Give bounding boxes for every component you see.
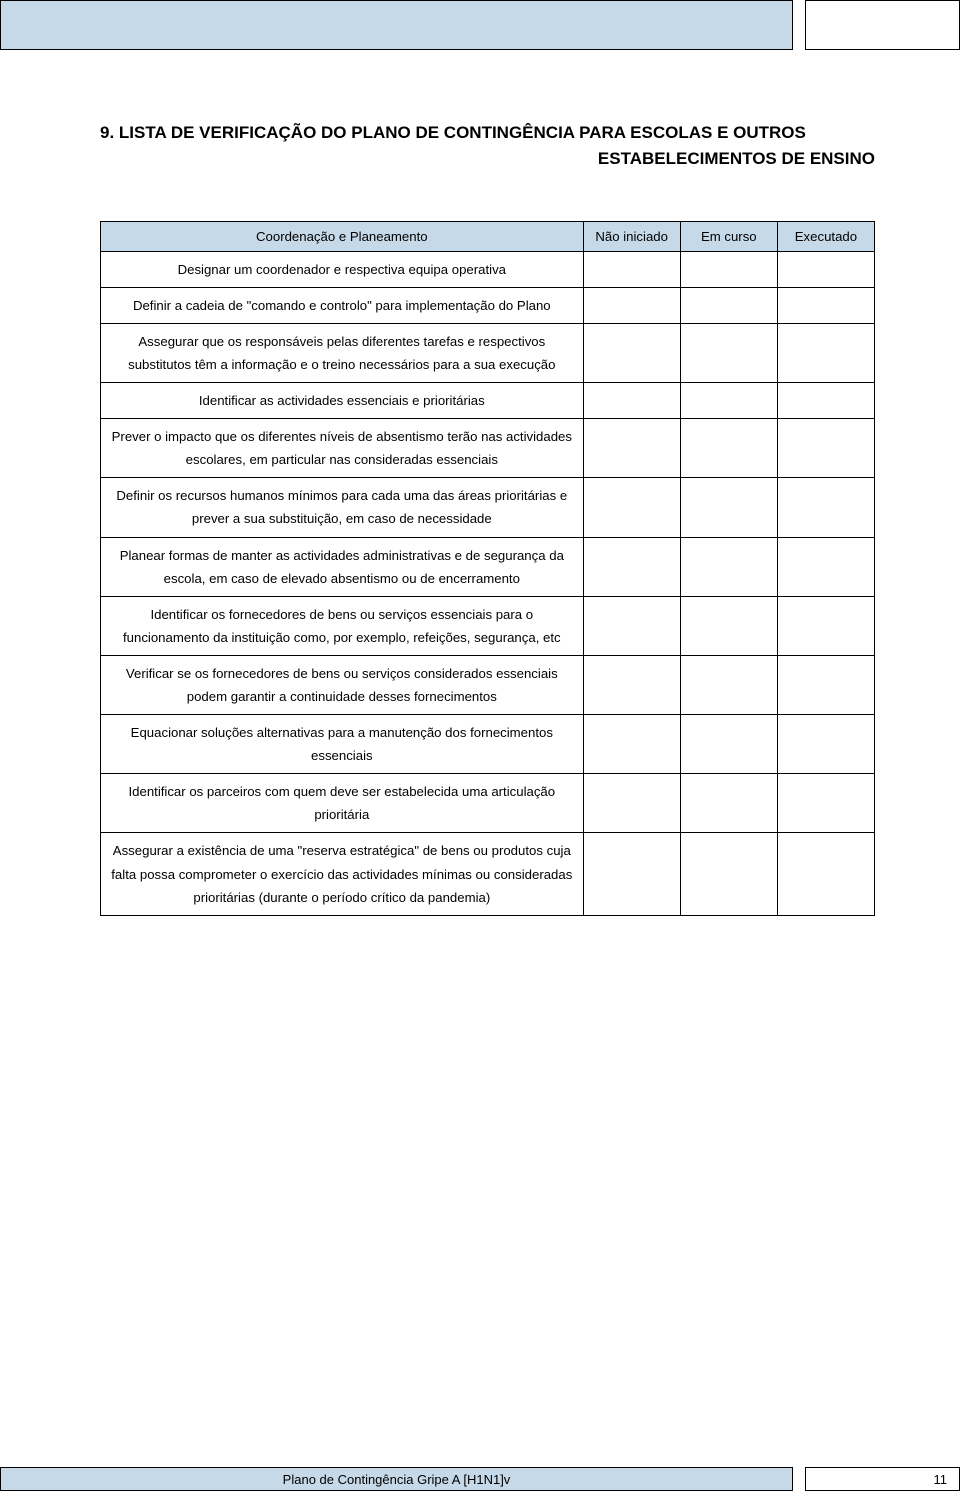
status-cell xyxy=(680,655,777,714)
table-header-col2: Em curso xyxy=(680,221,777,251)
section-title-line2: ESTABELECIMENTOS DE ENSINO xyxy=(598,149,875,168)
top-header-right-cell xyxy=(805,0,960,50)
footer-page-box: 11 xyxy=(805,1467,960,1491)
content-area: 9. LISTA DE VERIFICAÇÃO DO PLANO DE CONT… xyxy=(0,50,960,916)
status-cell xyxy=(680,537,777,596)
status-cell xyxy=(680,323,777,382)
top-header-strip xyxy=(0,0,960,50)
status-cell xyxy=(583,251,680,287)
status-cell xyxy=(680,419,777,478)
footer-text: Plano de Contingência Gripe A [H1N1]v xyxy=(283,1472,511,1487)
table-row: Identificar as actividades essenciais e … xyxy=(101,383,875,419)
status-cell xyxy=(583,715,680,774)
table-row: Verificar se os fornecedores de bens ou … xyxy=(101,655,875,714)
status-cell xyxy=(583,596,680,655)
status-cell xyxy=(583,537,680,596)
section-title: 9. LISTA DE VERIFICAÇÃO DO PLANO DE CONT… xyxy=(100,120,875,173)
status-cell xyxy=(777,323,874,382)
page-footer: Plano de Contingência Gripe A [H1N1]v 11 xyxy=(0,1467,960,1491)
row-desc: Planear formas de manter as actividades … xyxy=(101,537,584,596)
table-body: Designar um coordenador e respectiva equ… xyxy=(101,251,875,915)
table-header-col1: Não iniciado xyxy=(583,221,680,251)
table-row: Assegurar que os responsáveis pelas dife… xyxy=(101,323,875,382)
status-cell xyxy=(777,537,874,596)
section-title-line1: 9. LISTA DE VERIFICAÇÃO DO PLANO DE CONT… xyxy=(100,123,806,142)
row-desc: Identificar os fornecedores de bens ou s… xyxy=(101,596,584,655)
status-cell xyxy=(777,596,874,655)
table-row: Definir os recursos humanos mínimos para… xyxy=(101,478,875,537)
status-cell xyxy=(583,655,680,714)
status-cell xyxy=(777,419,874,478)
row-desc: Identificar as actividades essenciais e … xyxy=(101,383,584,419)
table-row: Identificar os fornecedores de bens ou s… xyxy=(101,596,875,655)
row-desc: Designar um coordenador e respectiva equ… xyxy=(101,251,584,287)
page: 9. LISTA DE VERIFICAÇÃO DO PLANO DE CONT… xyxy=(0,0,960,1509)
table-row: Assegurar a existência de uma "reserva e… xyxy=(101,833,875,915)
status-cell xyxy=(680,774,777,833)
table-row: Designar um coordenador e respectiva equ… xyxy=(101,251,875,287)
status-cell xyxy=(777,383,874,419)
status-cell xyxy=(680,478,777,537)
status-cell xyxy=(777,287,874,323)
status-cell xyxy=(777,655,874,714)
table-row: Prever o impacto que os diferentes nívei… xyxy=(101,419,875,478)
status-cell xyxy=(680,383,777,419)
row-desc: Identificar os parceiros com quem deve s… xyxy=(101,774,584,833)
row-desc: Definir os recursos humanos mínimos para… xyxy=(101,478,584,537)
row-desc: Prever o impacto que os diferentes nívei… xyxy=(101,419,584,478)
table-header-row: Coordenação e Planeamento Não iniciado E… xyxy=(101,221,875,251)
status-cell xyxy=(680,251,777,287)
page-number: 11 xyxy=(934,1472,948,1487)
row-desc: Assegurar a existência de uma "reserva e… xyxy=(101,833,584,915)
table-header-desc: Coordenação e Planeamento xyxy=(101,221,584,251)
status-cell xyxy=(680,715,777,774)
footer-title-bar: Plano de Contingência Gripe A [H1N1]v xyxy=(0,1467,793,1491)
status-cell xyxy=(583,833,680,915)
row-desc: Assegurar que os responsáveis pelas dife… xyxy=(101,323,584,382)
status-cell xyxy=(583,383,680,419)
table-row: Planear formas de manter as actividades … xyxy=(101,537,875,596)
status-cell xyxy=(777,774,874,833)
status-cell xyxy=(777,478,874,537)
status-cell xyxy=(680,833,777,915)
top-header-left-cell xyxy=(0,0,793,50)
status-cell xyxy=(583,323,680,382)
checklist-table: Coordenação e Planeamento Não iniciado E… xyxy=(100,221,875,916)
row-desc: Definir a cadeia de "comando e controlo"… xyxy=(101,287,584,323)
status-cell xyxy=(583,774,680,833)
row-desc: Verificar se os fornecedores de bens ou … xyxy=(101,655,584,714)
status-cell xyxy=(777,833,874,915)
table-row: Definir a cadeia de "comando e controlo"… xyxy=(101,287,875,323)
status-cell xyxy=(680,596,777,655)
table-row: Equacionar soluções alternativas para a … xyxy=(101,715,875,774)
row-desc: Equacionar soluções alternativas para a … xyxy=(101,715,584,774)
status-cell xyxy=(583,478,680,537)
status-cell xyxy=(583,419,680,478)
status-cell xyxy=(777,715,874,774)
table-header-col3: Executado xyxy=(777,221,874,251)
status-cell xyxy=(583,287,680,323)
status-cell xyxy=(777,251,874,287)
top-header-gap xyxy=(793,0,805,50)
table-row: Identificar os parceiros com quem deve s… xyxy=(101,774,875,833)
status-cell xyxy=(680,287,777,323)
